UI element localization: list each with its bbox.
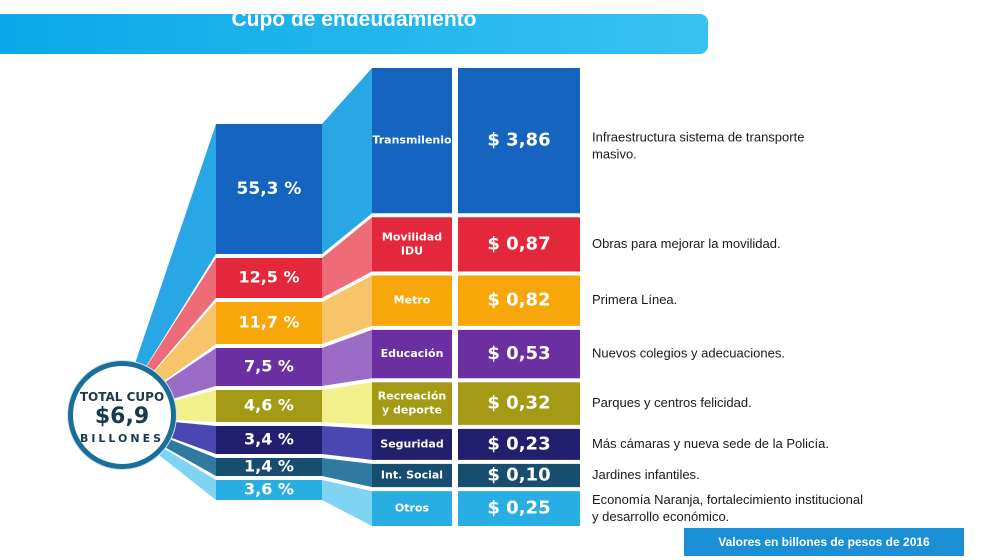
percent-label-0: 55,3 % [237, 179, 302, 199]
value-block-1 [458, 217, 580, 272]
value-block-4 [458, 382, 580, 425]
value-label-1: $ 0,87 [487, 233, 550, 254]
percent-block-7 [216, 480, 322, 500]
description-5-0: Más cámaras y nueva sede de la Policía. [592, 436, 829, 451]
category-block-3 [372, 329, 452, 379]
percent-label-1: 12,5 % [238, 268, 299, 287]
value-label-0: $ 3,86 [487, 130, 550, 151]
value-label-5: $ 0,23 [487, 433, 550, 454]
percent-block-1 [216, 258, 322, 298]
percent-label-4: 4,6 % [244, 396, 294, 415]
category-block-7 [372, 491, 452, 526]
value-label-2: $ 0,82 [487, 290, 550, 311]
page-title: Cupo de endeudamiento [231, 8, 477, 31]
category-label-1-0: Movilidad [382, 230, 442, 243]
category-block-1 [372, 217, 452, 272]
description-6-0: Jardines infantiles. [592, 467, 700, 482]
value-label-6: $ 0,10 [487, 465, 550, 486]
category-label-7-0: Otros [395, 502, 430, 515]
percent-block-3 [216, 348, 322, 386]
percent-label-5: 3,4 % [244, 430, 294, 449]
title-bar [0, 14, 708, 54]
description-0-0: Infraestructura sistema de transporte [592, 129, 804, 144]
category-label-5-0: Seguridad [380, 437, 443, 450]
category-label-1-1: IDU [401, 244, 423, 257]
total-unit: BILLONES [79, 432, 165, 445]
connector-6 [322, 458, 372, 488]
category-block-2 [372, 275, 452, 326]
category-block-6 [372, 463, 452, 488]
funnel-0 [122, 124, 216, 405]
percent-block-0 [216, 124, 322, 254]
percent-block-4 [216, 390, 322, 422]
category-label-6-0: Int. Social [381, 469, 443, 482]
connector-4 [322, 382, 372, 425]
footer-note: Valores en billones de pesos de 2016 [684, 528, 964, 556]
description-7-0: Economía Naranja, fortalecimiento instit… [592, 492, 863, 507]
value-block-2 [458, 275, 580, 326]
value-block-3 [458, 329, 580, 379]
connector-2 [322, 275, 372, 344]
connector-7 [322, 480, 372, 526]
total-label: TOTAL CUPO [79, 390, 165, 404]
percent-label-3: 7,5 % [244, 357, 294, 376]
category-label-3-0: Educación [381, 347, 444, 360]
description-3-0: Nuevos colegios y adecuaciones. [592, 346, 785, 361]
value-label-3: $ 0,53 [487, 343, 550, 364]
category-label-0-0: Transmilenio [372, 134, 452, 147]
percent-label-7: 3,6 % [244, 480, 294, 499]
percent-block-2 [216, 302, 322, 344]
connector-5 [322, 426, 372, 460]
description-4-0: Parques y centros felicidad. [592, 395, 752, 410]
connector-3 [322, 329, 372, 386]
description-0-1: masivo. [592, 146, 637, 161]
category-label-4-0: Recreación [378, 390, 446, 403]
connector-1 [322, 217, 372, 298]
value-label-4: $ 0,32 [487, 393, 550, 414]
category-label-2-0: Metro [394, 294, 431, 307]
category-block-0 [372, 68, 452, 214]
value-block-5 [458, 428, 580, 460]
percent-label-2: 11,7 % [238, 313, 299, 332]
percent-block-5 [216, 426, 322, 454]
percent-label-6: 1,4 % [244, 457, 294, 476]
total-value: $6,9 [94, 404, 150, 429]
description-2-0: Primera Línea. [592, 292, 677, 307]
category-block-4 [372, 382, 452, 425]
connector-0 [322, 68, 372, 254]
description-1-0: Obras para mejorar la movilidad. [592, 236, 781, 251]
value-block-0 [458, 68, 580, 214]
category-block-5 [372, 428, 452, 460]
percent-block-6 [216, 458, 322, 476]
value-block-6 [458, 463, 580, 488]
value-block-7 [458, 491, 580, 526]
category-label-4-1: y deporte [382, 404, 442, 417]
description-7-1: y desarrollo económico. [592, 509, 729, 524]
value-label-7: $ 0,25 [487, 498, 550, 519]
total-badge: TOTAL CUPO $6,9 BILLONES [68, 361, 176, 469]
